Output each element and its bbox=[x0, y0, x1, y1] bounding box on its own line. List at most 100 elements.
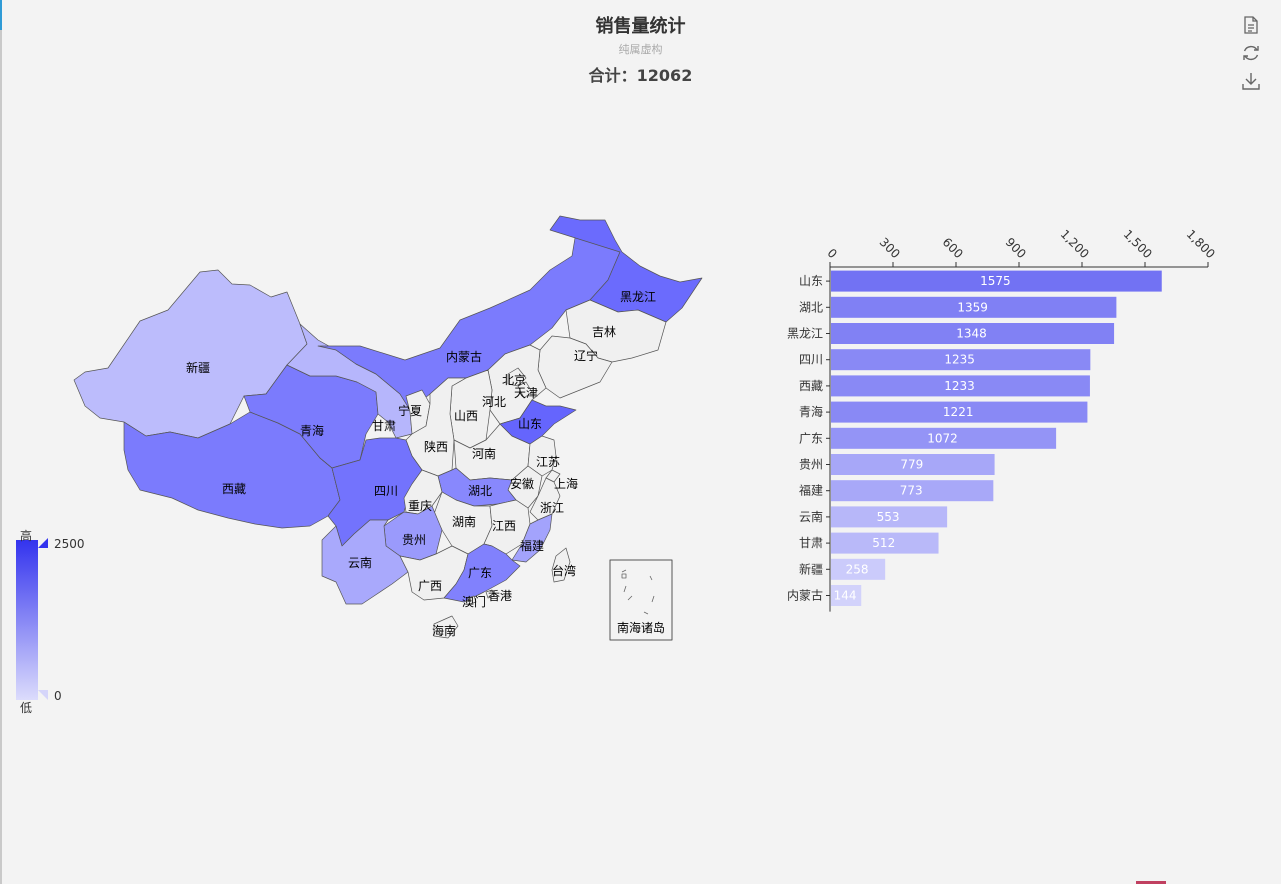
data-view-icon[interactable] bbox=[1240, 14, 1262, 36]
visual-map-handle-low[interactable] bbox=[38, 690, 48, 700]
map-label: 内蒙古 bbox=[446, 349, 482, 364]
map-label: 澳门 bbox=[462, 594, 486, 609]
bar bbox=[831, 480, 994, 502]
map-label: 湖南 bbox=[452, 514, 476, 529]
save-image-icon[interactable] bbox=[1240, 70, 1262, 92]
bar-value-label: 1072 bbox=[927, 431, 958, 445]
bar bbox=[831, 349, 1091, 371]
region-tianjin[interactable] bbox=[517, 381, 533, 399]
bar-value-label: 1359 bbox=[957, 300, 988, 314]
category-label: 贵州 bbox=[799, 458, 823, 472]
category-label: 青海 bbox=[799, 404, 823, 419]
bar-value-label: 1221 bbox=[943, 405, 974, 419]
value-axis-tick-label: 1,800 bbox=[1184, 227, 1218, 261]
bar-value-label: 1235 bbox=[944, 353, 975, 367]
map-label: 安徽 bbox=[510, 476, 534, 491]
window-edge-accent bbox=[0, 0, 2, 30]
bar bbox=[831, 296, 1117, 318]
category-label: 新疆 bbox=[799, 561, 823, 576]
region-hongkong[interactable] bbox=[485, 589, 495, 599]
bar-value-label: 779 bbox=[900, 458, 923, 472]
bar bbox=[831, 375, 1090, 397]
region-taiwan[interactable] bbox=[551, 547, 571, 583]
value-axis-tick-label: 0 bbox=[824, 246, 839, 261]
map-label: 香港 bbox=[488, 589, 512, 603]
category-label: 四川 bbox=[799, 353, 823, 367]
map-label: 贵州 bbox=[402, 533, 426, 547]
bar bbox=[831, 401, 1088, 423]
map-label: 北京 bbox=[502, 373, 526, 387]
value-axis-tick-label: 1,200 bbox=[1058, 227, 1092, 261]
map-label: 湖北 bbox=[468, 483, 492, 498]
bar-value-label: 144 bbox=[834, 589, 857, 603]
category-label: 西藏 bbox=[799, 379, 823, 393]
bar bbox=[831, 323, 1115, 344]
bar-value-label: 512 bbox=[872, 536, 895, 550]
map-label: 上海 bbox=[554, 476, 578, 491]
map-label: 四川 bbox=[374, 484, 398, 498]
category-label: 云南 bbox=[799, 509, 823, 524]
map-label: 黑龙江 bbox=[620, 290, 656, 304]
chart-title: 销售量统计 bbox=[595, 16, 686, 37]
map-label: 辽宁 bbox=[574, 348, 598, 363]
bar bbox=[831, 427, 1057, 449]
category-label: 内蒙古 bbox=[787, 588, 823, 603]
map-label: 重庆 bbox=[408, 499, 432, 513]
map-label: 浙江 bbox=[540, 501, 564, 515]
region-shandong[interactable] bbox=[499, 399, 577, 445]
map-label: 广西 bbox=[418, 579, 442, 593]
map-label: 云南 bbox=[348, 555, 372, 570]
bar-value-label: 258 bbox=[846, 562, 869, 576]
category-label: 广东 bbox=[799, 431, 823, 445]
map-label: 江苏 bbox=[536, 455, 560, 469]
bar-value-label: 1575 bbox=[980, 274, 1011, 288]
category-label: 黑龙江 bbox=[787, 327, 823, 341]
value-axis-tick-label: 300 bbox=[877, 235, 903, 261]
category-label: 湖北 bbox=[799, 299, 823, 314]
category-label: 甘肃 bbox=[799, 536, 823, 550]
map-label: 甘肃 bbox=[372, 419, 396, 433]
bar-chart: 0 300 600 900 1,200 1,500 1,800 山东 1575 湖北 1359 黑龙江… bbox=[787, 227, 1218, 612]
region-hainan[interactable] bbox=[433, 615, 459, 639]
map-label: 南海诸岛 bbox=[617, 620, 665, 635]
map-label: 西藏 bbox=[222, 482, 246, 496]
map-label: 山西 bbox=[454, 409, 478, 423]
map-label: 陕西 bbox=[424, 439, 448, 454]
chart-subtitle: 纯属虚构 bbox=[618, 43, 663, 56]
bar-value-label: 1233 bbox=[944, 379, 975, 393]
region-fujian[interactable] bbox=[511, 513, 553, 563]
region-beijing[interactable] bbox=[507, 367, 527, 387]
map-label: 吉林 bbox=[592, 325, 616, 339]
region-zhejiang[interactable] bbox=[529, 477, 561, 521]
visual-map-text-high: 高 bbox=[20, 529, 33, 543]
visual-map-min: 0 bbox=[54, 689, 62, 703]
map-label: 广东 bbox=[468, 566, 492, 580]
south-china-sea-islands bbox=[621, 569, 655, 615]
region-heilongjiang[interactable] bbox=[549, 215, 703, 323]
value-axis-tick-label: 1,500 bbox=[1121, 227, 1155, 261]
toolbox bbox=[1240, 14, 1270, 98]
bar bbox=[831, 454, 995, 475]
window-edge bbox=[0, 0, 2, 884]
restore-icon[interactable] bbox=[1240, 42, 1262, 64]
map-label: 江西 bbox=[492, 519, 516, 533]
bar bbox=[831, 558, 886, 580]
region-guangdong[interactable] bbox=[443, 543, 521, 603]
map-label: 山东 bbox=[518, 417, 542, 431]
category-label: 山东 bbox=[799, 274, 823, 288]
visual-map-handle-high[interactable] bbox=[38, 538, 48, 548]
region-macau[interactable] bbox=[467, 595, 477, 605]
map-label: 河北 bbox=[482, 395, 506, 409]
value-axis-tick-label: 600 bbox=[940, 235, 966, 261]
bar-value-label: 1348 bbox=[956, 327, 987, 341]
visual-map-text-low: 低 bbox=[20, 701, 33, 715]
bar bbox=[831, 506, 948, 528]
map-label: 福建 bbox=[520, 538, 544, 553]
value-axis-tick-label: 900 bbox=[1003, 235, 1029, 261]
china-map: 新疆 西藏 青海 甘肃 内蒙古 黑龙江 吉林 辽宁 北京 天津 河北 山西 宁夏… bbox=[73, 215, 703, 641]
map-label: 河南 bbox=[472, 446, 496, 461]
visual-map-gradient[interactable] bbox=[16, 540, 38, 700]
bar bbox=[831, 585, 862, 606]
map-label: 台湾 bbox=[552, 563, 576, 578]
total-label: 合计：12062 bbox=[588, 66, 693, 85]
